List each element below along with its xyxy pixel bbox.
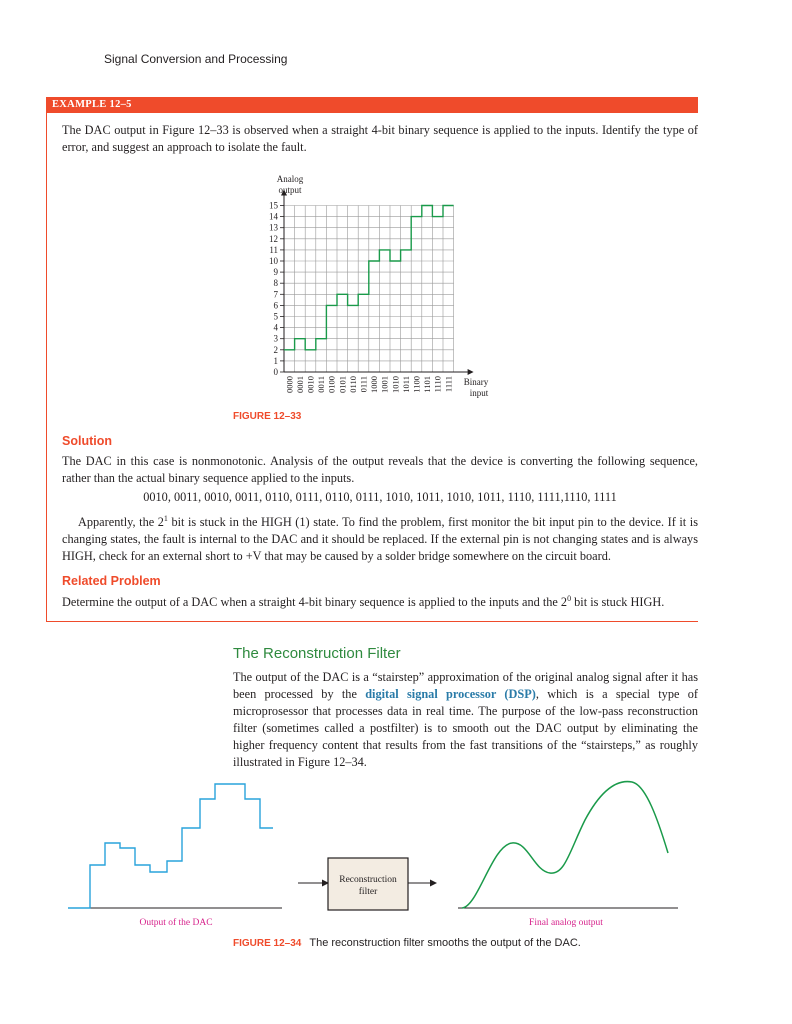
- reconstruction-filter-box: [327, 857, 409, 911]
- figure-12-34-caption: FIGURE 12–34 The reconstruction filter sm…: [233, 937, 581, 949]
- stairstep-series: [284, 204, 454, 351]
- figure-12-34-label: FIGURE 12–34: [233, 938, 302, 949]
- solution-paragraph-2: Apparently, the 21 bit is stuck in the H…: [62, 513, 698, 563]
- y-tick-label: 12: [269, 234, 278, 244]
- y-tick-label: 10: [269, 256, 279, 266]
- x-tick-label: 1000: [369, 376, 379, 393]
- example-frame: [46, 113, 698, 622]
- x-tick-label: 1100: [412, 376, 422, 393]
- x-tick-label: 0101: [337, 376, 347, 393]
- dac-stairstep-output: [68, 783, 273, 909]
- x-tick-label: 1001: [380, 376, 390, 393]
- y-axis-label-line2: output: [278, 185, 302, 195]
- x-tick-label: 1011: [401, 376, 411, 393]
- y-tick-label: 11: [269, 245, 278, 255]
- arrow-in-head: [322, 879, 329, 887]
- y-tick-label: 4: [274, 323, 279, 333]
- example-label: EXAMPLE 12–5: [46, 97, 698, 113]
- y-axis-arrow: [281, 189, 287, 196]
- y-tick-label: 7: [274, 289, 279, 299]
- final-analog-waveform: [461, 780, 669, 909]
- x-tick-label: 1111: [443, 376, 453, 392]
- x-tick-label: 0001: [295, 376, 305, 393]
- final-output-label: Final analog output: [529, 918, 603, 928]
- y-tick-label: 2: [274, 345, 279, 355]
- chart-axes: [281, 189, 474, 375]
- arrow-out-head: [430, 879, 437, 887]
- section-title: The Reconstruction Filter: [233, 645, 401, 662]
- x-axis-arrow: [467, 369, 474, 375]
- x-tick-label: 1110: [433, 376, 443, 392]
- y-tick-label: 14: [269, 212, 279, 222]
- dac-output-label: Output of the DAC: [139, 917, 212, 928]
- section-paragraph: The output of the DAC is a “stairstep” a…: [233, 670, 698, 769]
- example-problem: The DAC output in Figure 12–33 is observ…: [62, 123, 698, 154]
- x-tick-labels: 0000 0001 0010 0011 0100 0101 0110 0111 1000 1001…: [284, 376, 453, 393]
- y-tick-label: 6: [274, 300, 279, 310]
- chart-grid: [284, 205, 454, 372]
- x-tick-label: 0011: [316, 376, 326, 393]
- x-tick-label: 1010: [390, 376, 400, 393]
- y-tick-label: 8: [274, 278, 279, 288]
- x-tick-label: 0111: [359, 376, 369, 392]
- x-axis-label-line1: Binary: [464, 377, 489, 387]
- figure-12-33-label: FIGURE 12–33: [233, 411, 302, 422]
- x-tick-label: 0110: [348, 376, 358, 393]
- y-tick-label: 13: [269, 223, 279, 233]
- x-axis-label-line2: input: [470, 388, 489, 398]
- y-axis-label-line1: Analog: [277, 174, 304, 184]
- y-tick-label: 1: [274, 356, 279, 366]
- x-tick-label: 1101: [422, 376, 432, 393]
- x-tick-label: 0100: [327, 376, 337, 393]
- y-tick-label: 9: [274, 267, 279, 277]
- y-tick-label: 0: [274, 367, 279, 377]
- binary-sequence: 0010, 0011, 0010, 0011, 0110, 0111, 0110…: [143, 490, 617, 504]
- x-tick-label: 0010: [306, 376, 316, 393]
- solution-paragraph-1: The DAC in this case is nonmonotonic. An…: [62, 454, 698, 485]
- running-head: Signal Conversion and Processing: [104, 52, 288, 66]
- y-tick-label: 15: [269, 201, 279, 211]
- reconstruction-filter-figure: Reconstruction filter Output of the DAC …: [68, 780, 678, 928]
- filter-box-label-line2: filter: [359, 886, 378, 897]
- related-problem-heading: Related Problem: [62, 574, 161, 588]
- related-problem-text: Determine the output of a DAC when a str…: [62, 593, 665, 609]
- filter-box-label-line1: Reconstruction: [339, 875, 397, 885]
- solution-heading: Solution: [62, 434, 112, 448]
- dsp-term: digital signal processor (DSP): [365, 687, 536, 701]
- y-tick-label: 3: [274, 334, 279, 344]
- y-tick-label: 5: [274, 312, 279, 322]
- x-tick-label: 0000: [284, 376, 294, 393]
